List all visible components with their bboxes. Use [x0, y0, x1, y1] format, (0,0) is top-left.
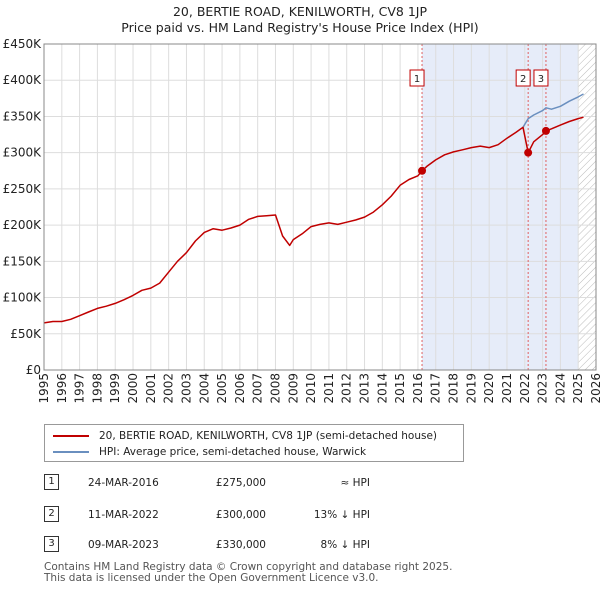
- transaction-row: 3 09-MAR-2023 £330,000 8% ↓ HPI: [0, 535, 600, 555]
- sale-period-shading: [422, 44, 579, 370]
- chart-title-line1: 20, BERTIE ROAD, KENILWORTH, CV8 1JP: [172, 4, 427, 19]
- forecast-hatching: [578, 44, 596, 370]
- transaction-date: 09-MAR-2023: [88, 539, 159, 551]
- x-tick-label: 2004: [197, 373, 211, 404]
- x-tick-label: 2019: [464, 373, 478, 404]
- transaction-row: 1 24-MAR-2016 £275,000 ≈ HPI: [0, 473, 600, 493]
- y-tick-label: £350K: [3, 109, 43, 123]
- x-tick-label: 2013: [358, 373, 372, 404]
- x-tick-label: 2000: [126, 373, 140, 404]
- sale-3-point: [541, 126, 550, 135]
- x-tick-label: 2003: [179, 373, 193, 404]
- transaction-number: 3: [44, 536, 59, 552]
- x-tick-label: 2023: [536, 373, 550, 404]
- transaction-price: £330,000: [215, 539, 266, 551]
- legend-swatch-property: [53, 435, 89, 437]
- property-price-line: [43, 116, 584, 324]
- x-tick-label: 2006: [233, 373, 247, 404]
- plot-frame: [43, 43, 597, 371]
- x-tick-label: 2002: [162, 373, 176, 404]
- sale-1-label-box: [409, 69, 425, 87]
- x-tick-label: 2022: [518, 373, 532, 404]
- hpi-line: [522, 93, 584, 128]
- sale-1-point: [418, 166, 427, 175]
- legend-label-hpi: HPI: Average price, semi-detached house,…: [99, 446, 367, 458]
- x-tick-label: 2016: [411, 373, 425, 404]
- y-tick-label: £300K: [3, 146, 43, 160]
- x-tick-label: 2024: [553, 373, 567, 404]
- y-tick-label: £450K: [3, 37, 43, 51]
- transaction-number: 2: [44, 506, 59, 522]
- x-tick-label: 2008: [268, 373, 282, 404]
- transaction-hpi-relation: 8% ↓ HPI: [320, 539, 370, 551]
- x-tick-label: 1996: [55, 373, 69, 404]
- x-tick-label: 2017: [429, 373, 443, 404]
- y-tick-label: £400K: [3, 73, 43, 87]
- y-tick-label: £0: [26, 363, 41, 377]
- sale-1-label: 1: [414, 74, 420, 85]
- transaction-date: 11-MAR-2022: [88, 509, 159, 521]
- x-tick-label: 1995: [37, 373, 51, 404]
- x-tick-label: 2010: [304, 373, 318, 404]
- x-tick-label: 1997: [73, 373, 87, 404]
- chart-legend: 20, BERTIE ROAD, KENILWORTH, CV8 1JP (se…: [44, 424, 464, 462]
- x-tick-label: 2009: [286, 373, 300, 404]
- transaction-hpi-relation: 13% ↓ HPI: [313, 509, 370, 521]
- sale-2-label: 2: [520, 74, 526, 85]
- chart-title-line2: Price paid vs. HM Land Registry's House …: [121, 20, 479, 35]
- x-tick-label: 2025: [571, 373, 585, 404]
- x-tick-label: 2007: [251, 373, 265, 404]
- x-tick-label: 1998: [90, 373, 104, 404]
- sale-3-label-box: [533, 69, 549, 87]
- x-tick-label: 2012: [340, 373, 354, 404]
- y-tick-label: £200K: [3, 218, 43, 232]
- legend-label-property: 20, BERTIE ROAD, KENILWORTH, CV8 1JP (se…: [99, 430, 437, 442]
- transaction-price: £275,000: [215, 477, 266, 489]
- x-tick-label: 2020: [482, 373, 496, 404]
- footer-license: This data is licensed under the Open Gov…: [44, 572, 379, 584]
- x-tick-label: 2015: [393, 373, 407, 404]
- transaction-price: £300,000: [215, 509, 266, 521]
- y-tick-label: £100K: [3, 291, 43, 305]
- y-tick-label: £250K: [3, 182, 43, 196]
- transaction-hpi-relation: ≈ HPI: [340, 477, 370, 489]
- footer-copyright: Contains HM Land Registry data © Crown c…: [44, 561, 453, 573]
- x-tick-label: 1999: [108, 373, 122, 404]
- y-tick-label: £150K: [3, 254, 43, 268]
- x-tick-label: 2005: [215, 373, 229, 404]
- x-tick-label: 2014: [375, 373, 389, 404]
- x-tick-label: 2018: [447, 373, 461, 404]
- y-tick-label: £50K: [10, 327, 42, 341]
- sale-2-label-box: [515, 69, 531, 87]
- sale-3-label: 3: [538, 74, 544, 85]
- transaction-date: 24-MAR-2016: [88, 477, 159, 489]
- transaction-row: 2 11-MAR-2022 £300,000 13% ↓ HPI: [0, 505, 600, 525]
- x-tick-label: 2021: [500, 373, 514, 404]
- transaction-number: 1: [44, 474, 59, 490]
- price-chart: 1 2 3 £0 £50K £100K £150K £200K £250K £300K £350K…: [3, 37, 600, 404]
- x-tick-label: 2001: [144, 373, 158, 404]
- x-tick-label: 2011: [322, 373, 336, 404]
- legend-swatch-hpi: [53, 451, 89, 453]
- sale-2-point: [524, 148, 533, 157]
- x-tick-label: 2026: [589, 373, 600, 404]
